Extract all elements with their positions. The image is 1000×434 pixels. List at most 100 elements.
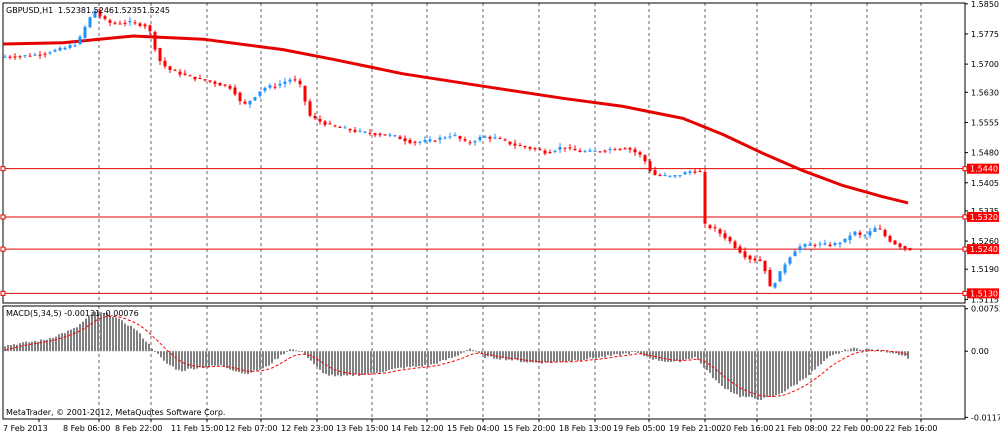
macd-bar	[34, 341, 36, 352]
macd-bar	[217, 351, 219, 366]
candle-body	[148, 25, 152, 32]
candle-body	[548, 151, 552, 154]
macd-bar	[259, 351, 261, 370]
candle-body	[788, 257, 792, 264]
candle-body	[13, 56, 17, 58]
price-axis: 1.5850 1.5775 1.5700 1.5630 1.5555 1.5480 1.54…	[965, 0, 999, 304]
macd-bar	[715, 351, 717, 381]
x-tick-label: 11 Feb 15:00	[171, 424, 223, 433]
macd-bar	[724, 351, 726, 389]
macd-bar	[541, 351, 543, 364]
macd-bar	[847, 350, 849, 352]
macd-bar	[127, 325, 129, 352]
candle-body	[443, 137, 447, 139]
macd-bar	[802, 351, 804, 380]
chart-header-close: 1.5245	[142, 6, 170, 15]
candle-body	[413, 141, 417, 143]
candle-body	[363, 131, 367, 133]
candle-body	[763, 260, 767, 272]
macd-bar	[796, 351, 798, 385]
macd-bar	[676, 351, 678, 361]
x-tick-label: 12 Feb 07:00	[225, 424, 277, 433]
macd-bar	[328, 351, 330, 376]
macd-bar	[808, 351, 810, 376]
macd-bar	[574, 351, 576, 360]
macd-bar	[385, 351, 387, 372]
candle-body	[278, 83, 282, 86]
candle-body	[748, 255, 752, 260]
candle-body	[383, 134, 387, 136]
macd-bar	[25, 341, 27, 352]
macd-bar	[733, 351, 735, 394]
macd-bar	[736, 351, 738, 395]
candle-body	[598, 151, 602, 153]
candle-body	[823, 243, 827, 245]
macd-bar	[619, 351, 621, 356]
level-price-label-bg	[967, 211, 999, 222]
macd-bar	[568, 351, 570, 362]
macd-bar	[337, 351, 339, 376]
candle-body	[28, 55, 32, 57]
macd-bar	[538, 351, 540, 363]
macd-bar	[7, 344, 9, 352]
horizontal-levels[interactable]	[0, 166, 968, 296]
candle-body	[678, 175, 682, 177]
candle-body	[838, 242, 842, 245]
macd-bar	[487, 351, 489, 357]
macd-bar	[403, 351, 405, 369]
macd-bar	[652, 351, 654, 360]
macd-bar	[562, 351, 564, 362]
candle-body	[808, 244, 812, 246]
macd-bar	[622, 351, 624, 354]
macd-bar	[853, 347, 855, 352]
candle-body	[753, 258, 757, 261]
candle-body	[398, 136, 402, 140]
candle-body	[83, 26, 87, 38]
candle-body	[133, 22, 137, 24]
candle-body	[648, 161, 652, 171]
macd-bar	[481, 351, 483, 355]
macd-bar	[679, 351, 681, 363]
macd-bar	[139, 333, 141, 352]
macd-bar	[460, 351, 462, 354]
candle-body	[588, 150, 592, 152]
macd-bar	[37, 341, 39, 352]
macd-bar	[364, 351, 366, 375]
candle-body	[203, 79, 207, 81]
candle-body	[668, 175, 672, 177]
macd-bar	[823, 351, 825, 361]
candle-body	[653, 170, 657, 176]
macd-bar	[718, 351, 720, 384]
macd-bar	[388, 351, 390, 370]
x-tick-label: 22 Feb 00:00	[831, 424, 883, 433]
macd-bar	[289, 349, 291, 352]
macd-bar	[181, 351, 183, 372]
macd-bar	[466, 350, 468, 352]
macd-bar	[205, 351, 207, 368]
macd-bar	[424, 351, 426, 366]
candle-body	[743, 251, 747, 258]
candle-body	[593, 150, 597, 152]
candle-body	[888, 236, 892, 242]
macd-bar	[688, 351, 690, 360]
candle-body	[323, 121, 327, 125]
candle-body	[623, 148, 627, 150]
macd-bar	[355, 351, 357, 375]
macd-bar	[100, 312, 102, 352]
macd-bar	[628, 351, 630, 355]
macd-bar	[49, 338, 51, 352]
candle-body	[208, 80, 212, 82]
macd-bar	[544, 351, 546, 362]
macd-bar	[820, 351, 822, 365]
candle-body	[173, 69, 177, 71]
candle-body	[558, 147, 562, 150]
candle-body	[338, 126, 342, 128]
x-tick-label: 8 Feb 22:00	[115, 424, 162, 433]
candlesticks	[3, 7, 912, 289]
candle-body	[628, 147, 632, 150]
x-tick-label: 12 Feb 23:00	[281, 424, 333, 433]
candle-body	[403, 138, 407, 142]
macd-bar	[397, 351, 399, 368]
macd-bar	[247, 351, 249, 375]
